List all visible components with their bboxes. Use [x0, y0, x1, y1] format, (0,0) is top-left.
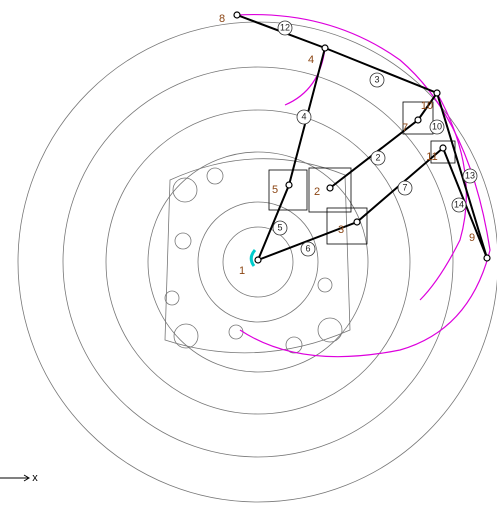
joint-label: 4	[308, 54, 314, 66]
mechanism-diagram: x 8 4 5 2 3 1 9 10 7 11 12 3 4 2 7 5 6 10 13 14	[0, 0, 497, 505]
joint-label: 9	[469, 232, 475, 244]
link-label: 7	[402, 182, 407, 192]
joint-label: 5	[272, 184, 278, 196]
joint-label: 10	[421, 100, 433, 112]
joint-label: 7	[402, 122, 408, 134]
joint-label: 1	[239, 265, 245, 277]
joint-label: 3	[338, 224, 344, 236]
link-label: 4	[301, 111, 306, 121]
link-label: 2	[375, 152, 380, 162]
link-label: 6	[305, 243, 310, 253]
link-label: 10	[432, 121, 442, 131]
link-label: 14	[454, 199, 464, 209]
link-label: 13	[465, 170, 475, 180]
link-label: 12	[280, 22, 290, 32]
ground-marker	[251, 250, 255, 266]
joint-label: 2	[314, 186, 320, 198]
joint-label: 11	[426, 151, 437, 163]
link-label: 5	[277, 222, 282, 232]
joint-label: 8	[219, 13, 225, 25]
axis-label: x	[32, 472, 38, 484]
link-label: 3	[374, 74, 379, 84]
slider-boxes	[269, 102, 455, 244]
